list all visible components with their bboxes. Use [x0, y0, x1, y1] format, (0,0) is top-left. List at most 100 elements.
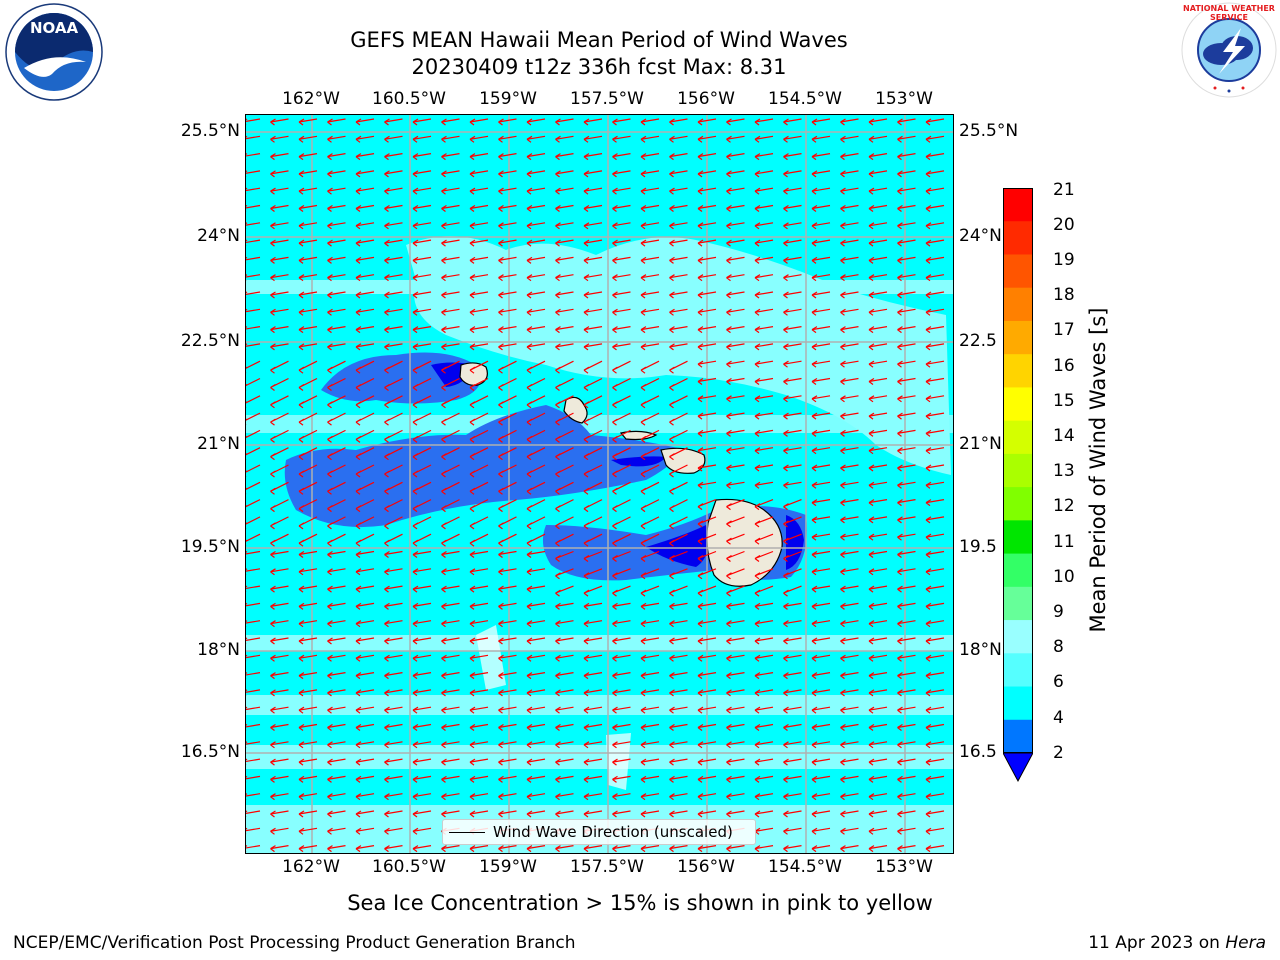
wind-arrow	[897, 429, 916, 437]
wind-arrow	[298, 689, 318, 697]
wind-arrow	[925, 187, 945, 195]
wind-arrow	[355, 810, 375, 818]
wind-arrow	[469, 533, 489, 547]
wind-arrow	[555, 706, 574, 714]
wind-arrow	[897, 533, 916, 541]
wind-arrow	[726, 274, 745, 282]
wind-arrow	[868, 706, 888, 714]
wind-arrow	[526, 758, 546, 766]
wind-arrow	[726, 516, 745, 528]
lon-label-bottom: 162°W	[282, 857, 340, 877]
wind-arrow	[526, 256, 546, 264]
wind-arrow	[327, 377, 346, 391]
wind-arrow	[868, 654, 888, 662]
wind-arrow	[270, 429, 289, 443]
wind-arrow	[925, 135, 945, 143]
wind-arrow	[583, 499, 603, 513]
wind-arrow	[868, 274, 888, 282]
wind-arrow	[640, 343, 660, 351]
wind-arrow	[355, 308, 375, 316]
wind-arrow	[555, 170, 574, 178]
wind-arrow	[298, 550, 318, 558]
wind-arrow	[526, 274, 546, 282]
wind-arrow	[811, 533, 831, 541]
wind-arrow	[697, 239, 717, 247]
wind-arrow	[583, 706, 603, 714]
wind-arrow	[811, 845, 831, 853]
wind-arrow	[526, 568, 546, 576]
wind-arrow	[925, 550, 945, 558]
wind-arrow	[555, 741, 574, 749]
wind-arrow	[868, 637, 888, 645]
wind-arrow	[355, 827, 375, 835]
wind-arrow	[498, 516, 517, 530]
wind-arrow	[925, 308, 945, 316]
wind-arrow	[783, 308, 802, 316]
wind-arrow	[469, 412, 489, 426]
wind-arrow	[441, 153, 460, 161]
wind-arrow	[868, 308, 888, 316]
wind-arrow	[412, 412, 432, 426]
wind-arrow	[612, 845, 631, 853]
wind-arrow	[526, 187, 546, 195]
wind-arrow	[246, 654, 261, 662]
wind-arrow	[498, 810, 517, 818]
wind-arrow	[327, 395, 346, 409]
wind-arrow	[583, 222, 603, 230]
footer-credit: NCEP/EMC/Verification Post Processing Pr…	[13, 933, 576, 953]
wind-arrow	[840, 723, 859, 731]
wind-arrow	[612, 706, 631, 714]
wind-arrow	[498, 602, 517, 610]
wind-arrow	[868, 568, 888, 576]
wind-arrow	[555, 620, 574, 628]
wind-arrow	[583, 533, 603, 547]
wind-arrow	[298, 118, 318, 126]
wind-arrow	[555, 429, 574, 443]
wind-arrow	[669, 187, 688, 195]
wind-arrow	[246, 118, 261, 125]
colorbar	[1002, 188, 1034, 783]
wind-arrow	[441, 429, 460, 443]
wind-arrow	[327, 274, 346, 282]
wind-arrow	[783, 550, 802, 562]
wind-arrow	[669, 568, 688, 580]
wind-arrow	[897, 153, 916, 161]
wind-arrow	[555, 274, 574, 282]
colorbar-tick: 21	[1053, 180, 1075, 200]
wind-arrow	[441, 256, 460, 264]
wind-arrow	[697, 343, 717, 351]
wind-arrow	[355, 153, 375, 161]
wind-arrow	[925, 239, 945, 247]
wind-arrow	[469, 326, 489, 334]
wind-arrow	[555, 308, 574, 316]
map-panel[interactable]	[245, 114, 954, 854]
wind-arrow	[327, 135, 346, 143]
wind-arrow	[783, 533, 802, 545]
wind-arrow	[897, 360, 916, 368]
wind-arrow	[498, 568, 517, 576]
wind-arrow	[811, 516, 831, 524]
wind-arrow	[754, 672, 774, 680]
colorbar-swatch	[1003, 420, 1033, 455]
wind-arrow	[498, 654, 517, 662]
wind-arrow	[897, 395, 916, 403]
wind-arrow	[526, 412, 546, 426]
wind-arrow	[498, 395, 517, 409]
wind-arrow	[783, 723, 802, 731]
wind-arrow	[384, 239, 403, 247]
wind-arrow	[441, 187, 460, 195]
wind-arrow	[498, 793, 517, 801]
wind-arrow	[412, 689, 432, 697]
lat-label-left: 16.5°N	[180, 742, 240, 762]
colorbar-outline	[1003, 188, 1033, 753]
lon-label-top: 156°W	[677, 89, 735, 109]
wind-arrow	[298, 481, 318, 495]
wind-arrow	[640, 447, 660, 461]
wind-arrow	[526, 654, 546, 662]
wind-arrow	[384, 274, 403, 282]
wind-arrow	[526, 204, 546, 212]
wind-arrow	[498, 118, 517, 126]
wind-arrow	[526, 464, 546, 478]
wind-arrow	[327, 516, 346, 530]
wind-arrow	[669, 499, 688, 513]
